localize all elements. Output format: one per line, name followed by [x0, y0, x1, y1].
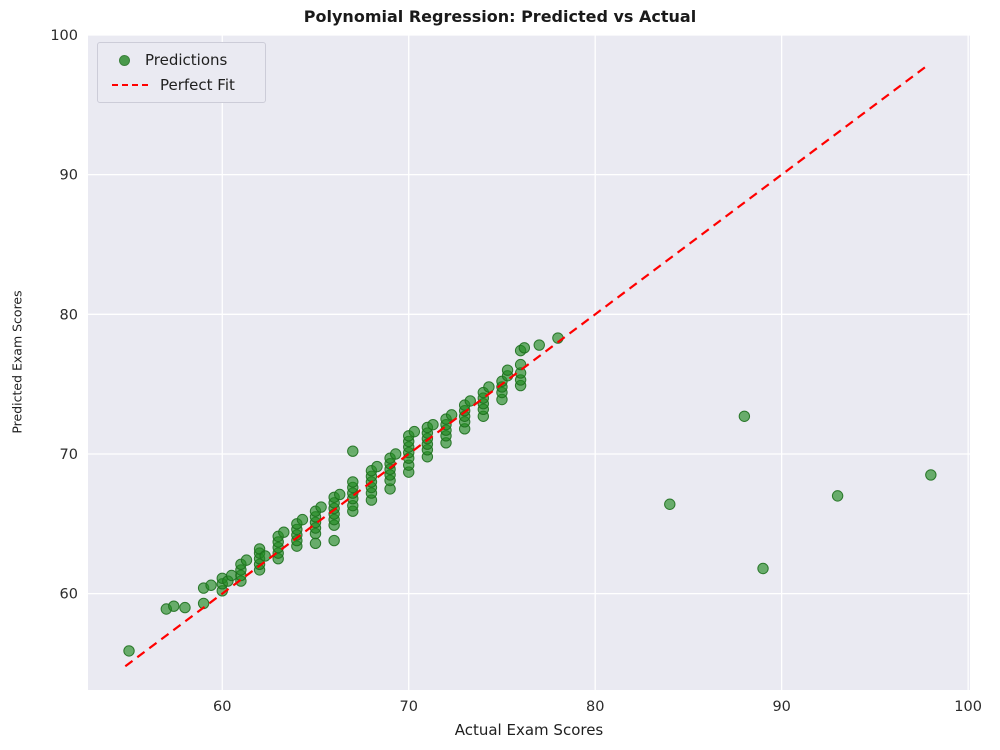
x-tick-label: 100	[954, 699, 982, 715]
chart-title: Polynomial Regression: Predicted vs Actu…	[303, 7, 697, 26]
x-tick-label: 80	[586, 699, 604, 715]
y-axis-label: Predicted Exam Scores	[9, 290, 25, 434]
legend: Predictions Perfect Fit	[97, 42, 266, 103]
x-tick-label: 70	[400, 699, 418, 715]
prediction-point	[483, 381, 495, 393]
prediction-point	[123, 645, 135, 657]
prediction-point	[738, 410, 751, 422]
prediction-point	[501, 364, 514, 376]
prediction-point	[831, 490, 844, 502]
prediction-point	[315, 501, 327, 513]
prediction-point	[757, 562, 769, 575]
x-tick-label: 90	[772, 699, 790, 715]
perfect-fit-line-icon	[112, 84, 148, 86]
prediction-point	[664, 498, 676, 510]
prediction-point	[389, 448, 402, 460]
legend-label-perfect-fit: Perfect Fit	[160, 76, 235, 94]
prediction-point	[464, 395, 476, 407]
x-tick-label: 60	[213, 699, 231, 715]
prediction-point	[427, 418, 439, 431]
prediction-point	[309, 537, 322, 550]
y-tick-label: 80	[60, 307, 78, 323]
y-tick-label: 70	[60, 447, 78, 463]
y-tick-label: 100	[50, 28, 78, 44]
prediction-point	[533, 339, 545, 351]
prediction-point	[205, 579, 217, 591]
y-tick-label: 60	[60, 587, 78, 603]
prediction-point	[445, 409, 458, 421]
prediction-point	[168, 600, 180, 612]
prediction-point	[347, 445, 359, 457]
legend-label-predictions: Predictions	[145, 51, 228, 69]
prediction-point	[347, 476, 359, 488]
legend-item-predictions: Predictions	[112, 51, 235, 69]
x-axis-label: Actual Exam Scores	[454, 721, 604, 739]
prediction-point	[408, 425, 421, 438]
prediction-point	[278, 526, 290, 538]
perfect-fit-line	[124, 63, 930, 668]
prediction-point	[925, 469, 937, 481]
predictions-marker-icon	[119, 54, 130, 66]
prediction-point	[328, 534, 340, 547]
legend-item-perfect-fit: Perfect Fit	[112, 76, 235, 94]
prediction-point	[334, 488, 346, 501]
prediction-point	[259, 550, 271, 562]
prediction-point	[518, 342, 531, 354]
prediction-point	[240, 554, 253, 566]
y-tick-label: 90	[60, 168, 78, 184]
prediction-point	[296, 513, 309, 526]
prediction-point	[179, 601, 191, 614]
prediction-point	[371, 460, 383, 473]
